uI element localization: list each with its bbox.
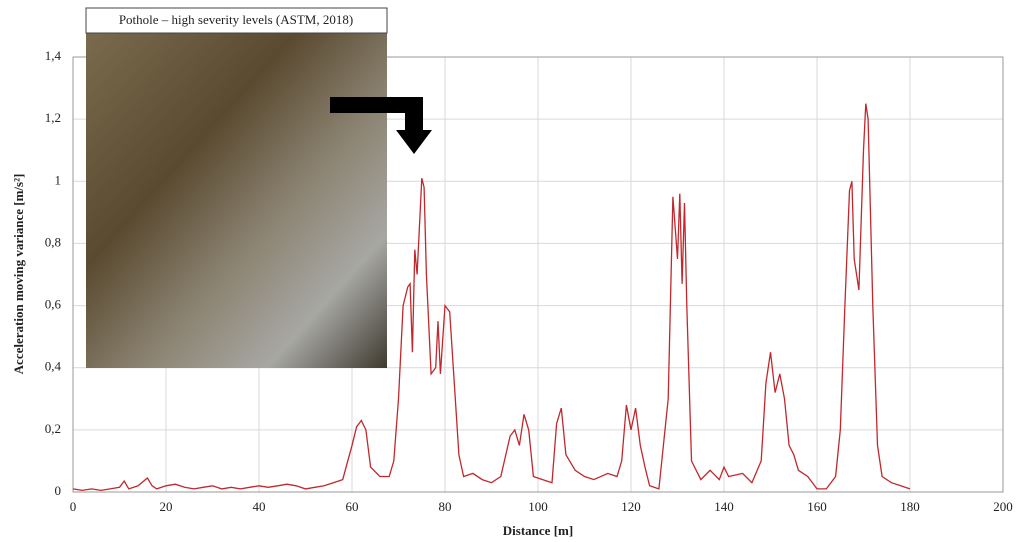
y-tick-label: 0,2 [45,421,61,436]
y-tick-label: 1 [55,172,62,187]
y-tick-label: 0,8 [45,234,61,249]
x-tick-label: 140 [714,499,734,514]
y-tick-label: 1,4 [45,48,62,63]
x-tick-label: 200 [993,499,1013,514]
x-tick-label: 20 [160,499,173,514]
y-tick-label: 0,4 [45,359,62,374]
y-axis-label: Acceleration moving variance [m/s²] [11,174,26,375]
x-tick-label: 80 [439,499,452,514]
chart: 0 0,2 0,4 0,6 0,8 1 1,2 1,4 0 20 40 60 80 100 120 140 16… [0,0,1019,542]
x-tick-label: 160 [807,499,827,514]
x-axis-label: Distance [m] [503,523,573,538]
x-tick-label: 100 [528,499,548,514]
photo-caption: Pothole – high severity levels (ASTM, 20… [119,12,353,27]
x-tick-label: 180 [900,499,920,514]
pothole-photo [86,33,387,368]
y-tick-label: 0,6 [45,297,62,312]
x-tick-label: 120 [621,499,641,514]
y-tick-label: 0 [55,483,62,498]
x-tick-label: 60 [346,499,359,514]
x-tick-label: 0 [70,499,77,514]
x-tick-label: 40 [253,499,266,514]
y-tick-label: 1,2 [45,110,61,125]
